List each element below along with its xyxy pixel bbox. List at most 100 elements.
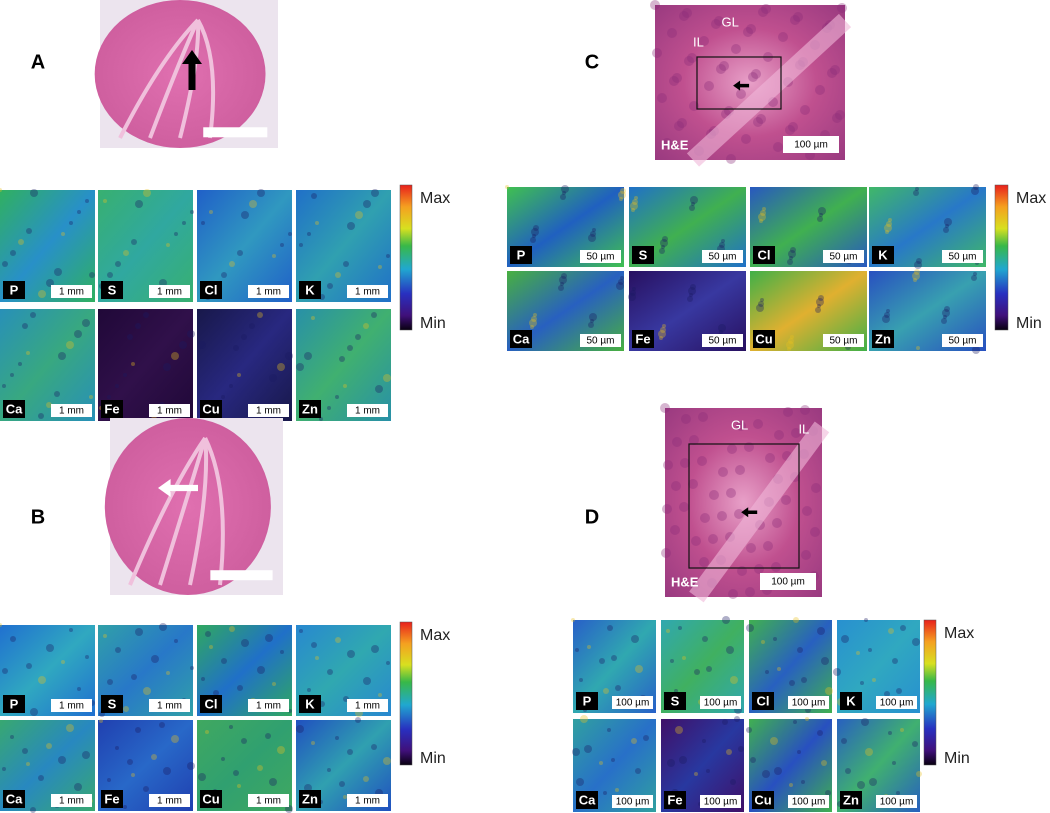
speckle xyxy=(770,737,778,745)
speckle xyxy=(575,648,579,652)
element-box xyxy=(664,692,686,710)
arrow xyxy=(733,80,750,91)
cell xyxy=(815,85,825,95)
cell xyxy=(650,0,660,10)
scale-label: 1 mm xyxy=(355,796,380,807)
speckle xyxy=(288,232,292,236)
speckle xyxy=(159,623,167,631)
speckle xyxy=(888,731,892,735)
speckle xyxy=(285,352,293,360)
arrow xyxy=(182,50,202,90)
speckle xyxy=(560,282,564,286)
speckle xyxy=(190,210,194,214)
cell xyxy=(662,504,672,514)
speckle xyxy=(702,636,708,642)
speckle xyxy=(746,624,754,632)
cell xyxy=(718,467,728,477)
speckle xyxy=(615,685,621,691)
speckle xyxy=(237,250,243,256)
speckle xyxy=(237,685,243,691)
speckle xyxy=(730,779,736,785)
cell xyxy=(753,419,763,429)
speckle xyxy=(123,373,127,377)
speckle xyxy=(163,363,171,371)
scale-bar xyxy=(210,570,273,581)
speckle xyxy=(758,301,764,307)
scale-box xyxy=(788,696,829,709)
speckle xyxy=(182,221,186,225)
scale-label: 1 mm xyxy=(355,287,380,298)
cell xyxy=(832,113,842,123)
speckle xyxy=(58,756,66,764)
speckle xyxy=(750,757,756,763)
speckle xyxy=(886,221,892,227)
cell xyxy=(680,458,690,468)
roi-box xyxy=(696,56,782,110)
element-box xyxy=(576,692,598,710)
speckle xyxy=(127,759,133,765)
speckle xyxy=(884,224,892,232)
speckle xyxy=(892,761,896,765)
cell xyxy=(709,490,719,500)
speckle xyxy=(914,269,920,275)
scale-box xyxy=(612,795,653,808)
scale-label: 50 µm xyxy=(830,336,858,347)
element-label: Fe xyxy=(667,792,682,807)
scale-box xyxy=(149,404,190,417)
speckle xyxy=(722,719,728,725)
speckle xyxy=(694,669,700,675)
speckle xyxy=(694,772,698,776)
speckle xyxy=(82,751,90,759)
speckle xyxy=(30,807,36,813)
speckle xyxy=(788,338,794,344)
speckle xyxy=(584,745,592,753)
speckle xyxy=(296,725,304,733)
speckle xyxy=(159,722,165,728)
speckle xyxy=(347,222,355,230)
element-box xyxy=(576,791,598,809)
scale-label: 50 µm xyxy=(587,336,615,347)
panel-label: A xyxy=(31,51,45,73)
speckle xyxy=(821,657,829,665)
speckle xyxy=(611,758,615,762)
speckle xyxy=(533,313,537,317)
speckle xyxy=(2,767,6,771)
speckle xyxy=(151,754,157,760)
speckle xyxy=(131,674,137,680)
element-box xyxy=(753,330,775,348)
scale-box xyxy=(149,699,190,712)
element-box xyxy=(101,790,123,808)
speckle xyxy=(912,741,918,747)
speckle xyxy=(972,346,980,354)
cell xyxy=(672,73,682,83)
speckle xyxy=(505,185,509,189)
cell xyxy=(719,61,729,71)
colorbar xyxy=(399,184,413,331)
cell xyxy=(689,435,699,445)
speckle xyxy=(706,666,712,672)
speckle xyxy=(327,406,331,410)
speckle xyxy=(801,677,807,683)
speckle xyxy=(375,385,383,393)
colorbar-min: Min xyxy=(944,750,970,767)
speckle xyxy=(311,193,317,199)
speckle xyxy=(841,635,849,643)
speckle xyxy=(734,716,740,722)
speckle xyxy=(66,341,74,349)
scale-label: 100 µm xyxy=(792,698,826,709)
speckle xyxy=(69,221,73,225)
speckle xyxy=(54,268,62,276)
speckle xyxy=(603,791,607,795)
element-box xyxy=(753,246,775,264)
speckle xyxy=(10,735,14,739)
he-image xyxy=(655,5,845,160)
speckle xyxy=(559,276,567,284)
speckle xyxy=(77,210,81,214)
speckle xyxy=(386,254,390,258)
cell xyxy=(662,138,672,148)
cell xyxy=(761,4,771,14)
cell xyxy=(736,89,746,99)
scale-label: 1 mm xyxy=(157,796,182,807)
speckle xyxy=(797,647,803,653)
speckle xyxy=(825,687,833,695)
